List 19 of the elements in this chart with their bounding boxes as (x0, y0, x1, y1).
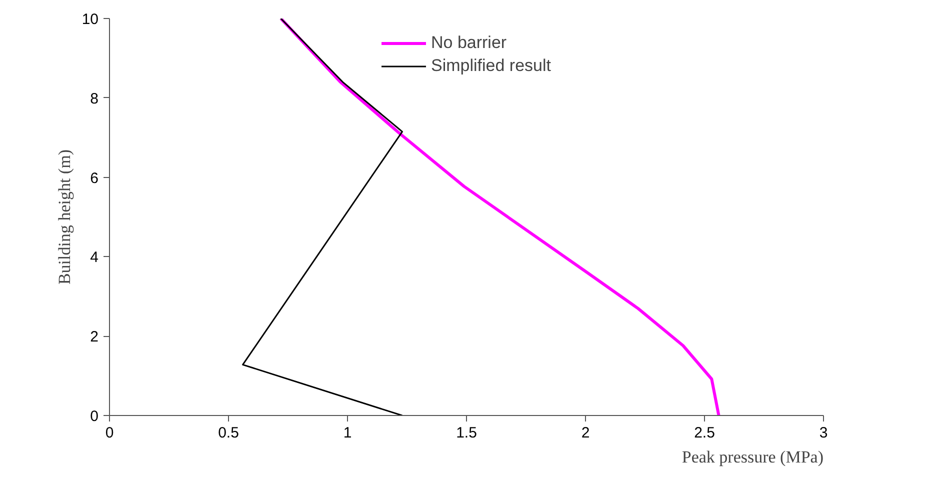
y-tick-label: 6 (90, 170, 98, 187)
y-tick-label: 2 (90, 328, 98, 346)
line-series (279, 18, 720, 416)
x-tick-label: 2 (581, 424, 590, 442)
x-tick-label: 2.5 (694, 424, 715, 442)
legend-label: Simplified result (431, 56, 551, 76)
x-tick-label: 1 (343, 424, 352, 442)
y-tick-label: 10 (82, 11, 99, 28)
x-tick-label: 1.5 (456, 424, 477, 442)
x-tick-label: 0.5 (218, 424, 239, 442)
x-tick-label: 3 (819, 424, 828, 442)
x-tick-label: 0 (105, 424, 114, 442)
legend-label: No barrier (431, 33, 507, 53)
x-axis-title: Peak pressure (MPa) (682, 448, 824, 466)
line-series (242, 18, 403, 416)
y-tick-label: 4 (90, 249, 98, 266)
y-tick-label: 0 (90, 408, 98, 425)
y-tick-label: 8 (90, 90, 98, 108)
y-axis-title: Building height (m) (54, 149, 74, 285)
